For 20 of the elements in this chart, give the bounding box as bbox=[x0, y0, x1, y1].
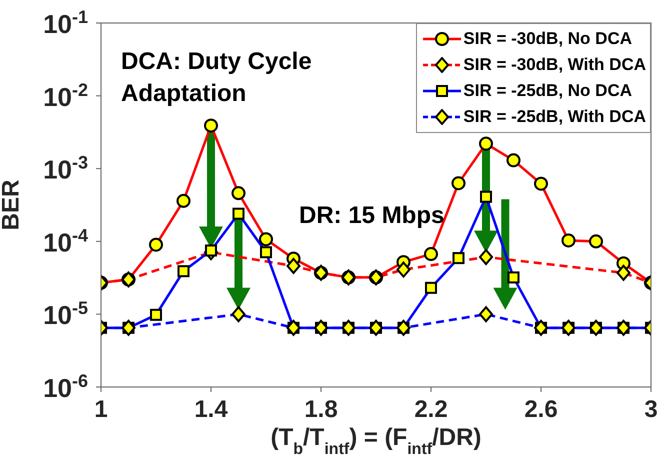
legend-label: SIR = -30dB, With DCA bbox=[463, 55, 646, 75]
annotation: DR: 15 Mbps bbox=[299, 202, 444, 229]
annotation: DCA: Duty Cycle Adaptation bbox=[121, 48, 312, 107]
x-axis-title: (T$_{b}$/T$_{intf}$) = (F$_{intf}$/DR) bbox=[270, 424, 482, 458]
y-axis-title: BER bbox=[0, 180, 25, 230]
y-tick-label: 10$^{-5}$ bbox=[43, 298, 88, 330]
y-tick-label: 10$^{-3}$ bbox=[43, 152, 88, 185]
x-tick-label: 3 bbox=[644, 396, 658, 424]
x-tick-label: 2.6 bbox=[524, 396, 558, 424]
legend-label: SIR = -25dB, No DCA bbox=[463, 81, 632, 101]
x-tick-label: 1.8 bbox=[304, 396, 338, 424]
x-tick-label: 1 bbox=[94, 396, 108, 424]
x-tick-label: 2.2 bbox=[414, 396, 448, 424]
x-tick-label: 1.4 bbox=[194, 396, 228, 424]
y-tick-label: 10$^{-1}$ bbox=[43, 7, 88, 39]
legend-label: SIR = -25dB, With DCA bbox=[463, 107, 646, 127]
y-tick-label: 10$^{-2}$ bbox=[43, 80, 88, 112]
y-tick-label: 10$^{-6}$ bbox=[43, 371, 88, 403]
y-tick-label: 10$^{-4}$ bbox=[43, 225, 88, 258]
legend-label: SIR = -30dB, No DCA bbox=[463, 29, 632, 49]
